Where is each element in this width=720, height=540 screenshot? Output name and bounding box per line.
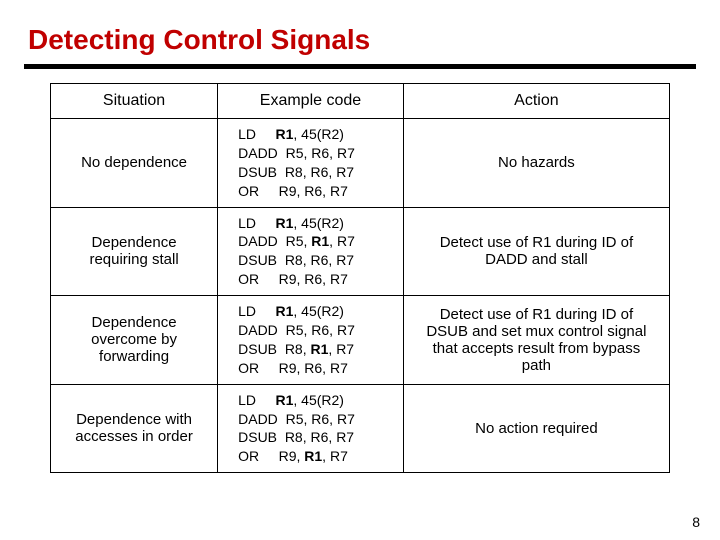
page-number: 8 [692, 514, 700, 530]
table-row: Dependence withaccesses in orderLD R1, 4… [51, 384, 670, 473]
code-cell: LD R1, 45(R2) DADD R5, R6, R7 DSUB R8, R… [218, 384, 404, 473]
table-row: No dependenceLD R1, 45(R2) DADD R5, R6, … [51, 119, 670, 208]
title-rule [24, 64, 696, 69]
code-cell: LD R1, 45(R2) DADD R5, R1, R7 DSUB R8, R… [218, 207, 404, 296]
col-situation: Situation [51, 84, 218, 119]
action-cell: No hazards [403, 119, 669, 208]
table-row: Dependencerequiring stallLD R1, 45(R2) D… [51, 207, 670, 296]
situation-cell: Dependence withaccesses in order [51, 384, 218, 473]
code-cell: LD R1, 45(R2) DADD R5, R6, R7 DSUB R8, R… [218, 119, 404, 208]
situation-cell: Dependenceovercome byforwarding [51, 296, 218, 385]
hazard-table: Situation Example code Action No depende… [50, 83, 670, 473]
table-row: Dependenceovercome byforwardingLD R1, 45… [51, 296, 670, 385]
table-container: Situation Example code Action No depende… [50, 83, 670, 473]
table-header-row: Situation Example code Action [51, 84, 670, 119]
col-code: Example code [218, 84, 404, 119]
slide-title: Detecting Control Signals [28, 24, 694, 56]
slide: Detecting Control Signals Situation Exam… [0, 0, 720, 540]
situation-cell: No dependence [51, 119, 218, 208]
code-cell: LD R1, 45(R2) DADD R5, R6, R7 DSUB R8, R… [218, 296, 404, 385]
col-action: Action [403, 84, 669, 119]
action-cell: No action required [403, 384, 669, 473]
situation-cell: Dependencerequiring stall [51, 207, 218, 296]
action-cell: Detect use of R1 during ID of DSUB and s… [403, 296, 669, 385]
action-cell: Detect use of R1 during ID of DADD and s… [403, 207, 669, 296]
